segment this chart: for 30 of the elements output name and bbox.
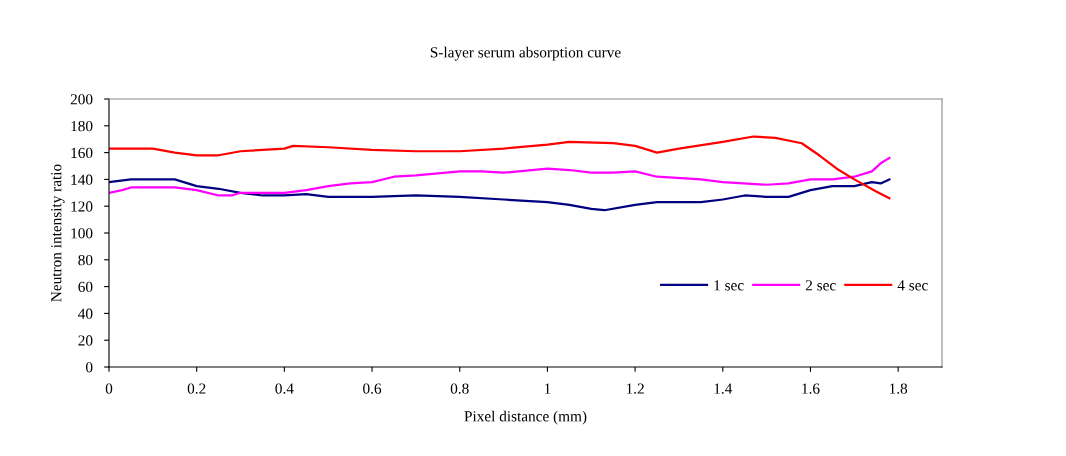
x-axis-title: Pixel distance (mm) [464, 410, 587, 425]
x-tick-label: 0.8 [450, 383, 469, 394]
chart-title: S-layer serum absorption curve [430, 46, 621, 61]
line-series [109, 135, 891, 200]
x-tick-label: 1.8 [889, 383, 908, 394]
y-tick-label: 40 [78, 308, 93, 319]
x-tick-label: 0 [105, 383, 113, 394]
x-tick-label: 0.6 [363, 383, 382, 394]
legend-label: 4 sec [897, 280, 928, 291]
y-tick-label: 60 [78, 281, 93, 293]
line-series [109, 156, 891, 197]
x-tick-label: 0.4 [275, 383, 294, 394]
y-tick-label: 180 [71, 120, 93, 132]
y-axis-title: Neutron intensity ratio [51, 164, 65, 302]
y-tick-label: 20 [78, 335, 93, 346]
x-tick-label: 1.4 [714, 383, 733, 394]
line-series [109, 178, 891, 212]
y-tick-label: 200 [70, 94, 93, 105]
y-tick-label: 80 [78, 254, 93, 266]
x-tick-label: 1.6 [802, 383, 820, 394]
y-tick-label: 160 [71, 147, 93, 159]
y-tick-label: 100 [71, 228, 93, 239]
x-tick-label: 0.2 [187, 383, 206, 394]
y-tick-label: 140 [71, 174, 93, 185]
y-tick-label: 120 [71, 201, 93, 212]
legend-label: 2 sec [805, 280, 836, 291]
y-tick-label: 0 [85, 362, 93, 373]
x-tick-label: 1.2 [626, 383, 644, 394]
legend-label: 1 sec [714, 280, 744, 291]
x-tick-label: 1 [544, 383, 551, 394]
